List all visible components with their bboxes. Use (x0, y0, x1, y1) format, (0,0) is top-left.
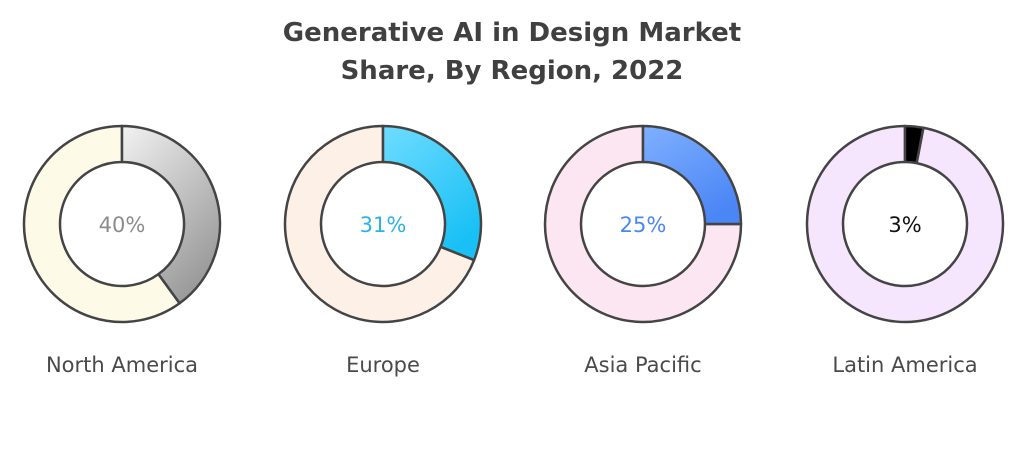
data-label-europe: 31% (360, 213, 407, 237)
category-label-asia-pacific: Asia Pacific (584, 353, 701, 377)
data-label-asia-pacific: 25% (620, 213, 667, 237)
chart-title: Generative AI in Design Market Share, By… (0, 14, 1024, 90)
data-label-latin-america: 3% (888, 213, 921, 237)
data-label-north-america: 40% (99, 213, 146, 237)
chart-title-line-1: Generative AI in Design Market (282, 18, 742, 48)
slice-rest-latin-america (805, 124, 1005, 324)
category-label-latin-america: Latin America (832, 353, 977, 377)
donut-north-america: 40% North America (22, 124, 222, 377)
slice-share-asia-pacific (641, 124, 743, 226)
slice-rest-north-america (22, 124, 181, 324)
slice-share-latin-america (903, 124, 925, 165)
donut-latin-america: 3% Latin America (805, 124, 1005, 377)
slice-share-north-america (120, 124, 222, 305)
slice-rest-europe (283, 124, 476, 324)
category-label-europe: Europe (346, 353, 420, 377)
category-label-north-america: North America (46, 353, 198, 377)
chart-title-line-2: Share, By Region, 2022 (340, 56, 684, 86)
donut-europe: 31% Europe (283, 124, 483, 377)
donut-asia-pacific: 25% Asia Pacific (543, 124, 743, 377)
slice-rest-asia-pacific (543, 124, 743, 324)
slice-share-europe (381, 124, 483, 262)
